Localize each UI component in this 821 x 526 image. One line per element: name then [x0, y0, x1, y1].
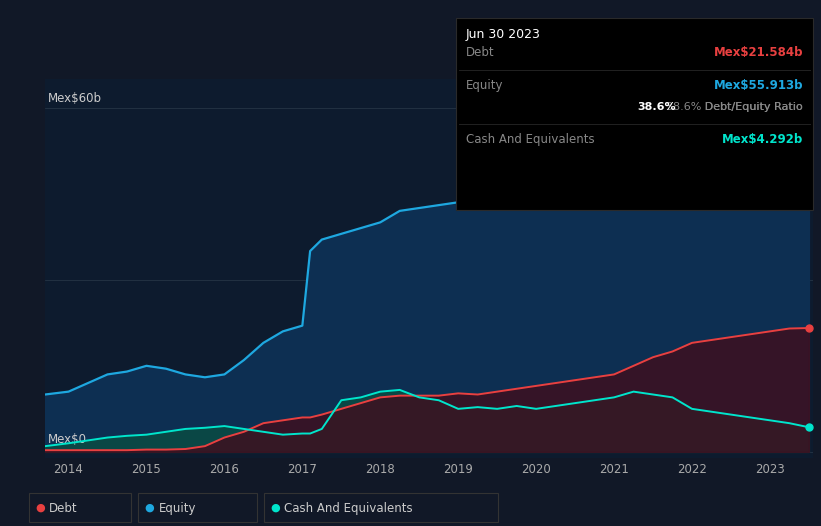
Text: Mex$0: Mex$0	[48, 433, 86, 446]
Text: ●: ●	[35, 503, 45, 513]
Text: Cash And Equivalents: Cash And Equivalents	[466, 133, 594, 146]
Text: 38.6%: 38.6%	[637, 102, 676, 112]
Text: Mex$55.913b: Mex$55.913b	[713, 79, 803, 92]
Text: Mex$21.584b: Mex$21.584b	[713, 46, 803, 59]
Text: Mex$60b: Mex$60b	[48, 92, 102, 105]
Text: Mex$4.292b: Mex$4.292b	[722, 133, 803, 146]
Text: Jun 30 2023: Jun 30 2023	[466, 28, 540, 41]
Text: 38.6% Debt/Equity Ratio: 38.6% Debt/Equity Ratio	[666, 102, 803, 112]
Text: ●: ●	[270, 503, 280, 513]
Text: ●: ●	[144, 503, 154, 513]
Text: Debt: Debt	[466, 46, 494, 59]
Text: Equity: Equity	[158, 502, 196, 514]
Text: Debt: Debt	[49, 502, 78, 514]
Text: Debt/Equity Ratio: Debt/Equity Ratio	[701, 102, 803, 112]
Text: Equity: Equity	[466, 79, 503, 92]
Text: Cash And Equivalents: Cash And Equivalents	[284, 502, 413, 514]
